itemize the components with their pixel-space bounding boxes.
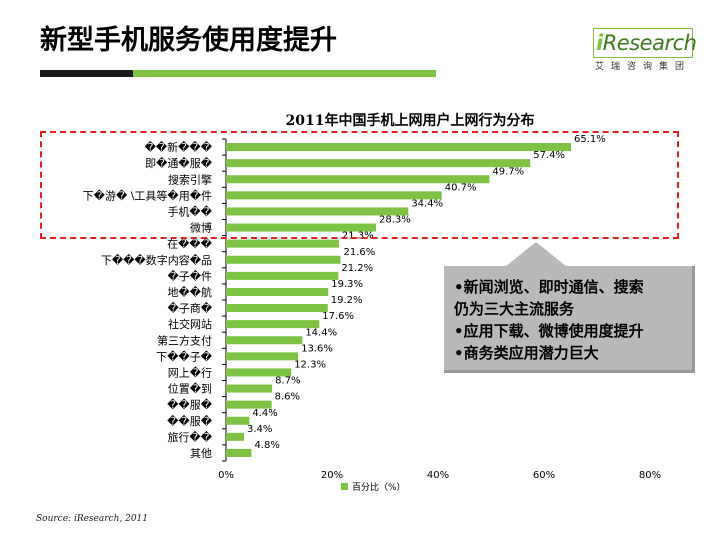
logo-box [593,28,693,58]
data-label: 4.4% [252,408,277,419]
bar [226,239,339,248]
category-label: ��服� [167,415,213,428]
callout-list: •新闻浏览、即时通信、搜索 仍为三大主流服务 •应用下载、微博使用度提升 •商务… [444,266,692,364]
legend-label: 百分比（%） [352,481,406,493]
data-label: 8.6% [275,392,300,403]
bar [226,143,572,152]
data-label: 57.4% [533,150,565,161]
bar [226,432,245,441]
data-label: 21.6% [343,247,375,258]
logo-i-mark: i [596,31,603,55]
bar [226,368,292,377]
data-label: 19.2% [331,295,363,306]
legend-swatch [341,483,348,490]
callout-line-4: •商务类应用潜力巨大 [454,344,599,362]
category-label: 搜索引擎 [168,172,212,186]
data-label: 8.7% [275,376,300,387]
bar [226,287,329,296]
data-label: 21.2% [341,263,373,274]
category-label: 地��航 [167,285,212,299]
bar [226,207,409,216]
iresearch-logo: iResearch 艾瑞咨询集团 [593,28,697,73]
chart-title: 2011年中国手机上网用户上网行为分布 [285,113,535,129]
bar [226,255,341,264]
data-label: 13.6% [301,343,333,354]
category-label: �子商� [167,301,212,315]
logo-wordmark: Research [602,31,697,55]
category-label: 下���数字内容�品 [101,253,212,267]
bar [226,271,339,280]
category-label: �子�件 [167,270,212,283]
callout-box: •新闻浏览、即时通信、搜索 仍为三大主流服务 •应用下载、微博使用度提升 •商务… [444,266,695,373]
category-label: 网上�行 [168,366,212,379]
data-label: 49.7% [492,166,524,177]
category-label: 第三方支付 [157,333,212,347]
title-rule-green [133,70,436,77]
x-tick-label: 80% [639,470,661,481]
data-label: 12.3% [294,359,326,370]
x-tick-label: 0% [218,470,234,481]
top-categories-highlight [40,131,679,239]
title-rule-dark [40,70,133,77]
bar [226,448,252,457]
x-tick-label: 60% [533,470,555,481]
category-label: 在��� [167,238,213,251]
data-label: 40.7% [445,182,477,193]
category-label: 下�游� \工具等�用�件 [83,188,212,202]
bar [226,400,272,409]
x-tick-label: 40% [427,470,449,481]
data-label: 14.4% [305,327,337,338]
bar [226,352,299,361]
page-title: 新型手机服务使用度提升 [40,25,337,56]
category-label: 社交网站 [168,317,212,331]
x-tick-label: 20% [321,470,343,481]
bar [226,304,328,313]
bar [226,159,531,168]
bar [226,191,442,200]
logo-text: iResearch [596,31,697,55]
callout-line-1: •新闻浏览、即时通信、搜索 [454,278,644,296]
bar [226,320,320,329]
bar [226,416,250,425]
bar [226,336,303,345]
category-label: ��服� [167,399,213,412]
callout-line-2: 仍为三大主流服务 [454,300,575,318]
data-label: 34.4% [411,198,443,209]
category-label: 旅行�� [167,430,212,444]
data-label: 19.3% [331,279,363,290]
logo-subtitle: 艾瑞咨询集团 [594,62,691,72]
data-label: 65.1% [574,134,606,145]
category-label: 微博 [190,221,212,235]
data-label: 17.6% [322,311,354,322]
data-label: 21.3% [342,231,374,242]
data-label: 28.3% [379,215,411,226]
category-label: ��新��� [145,140,213,154]
bar [226,223,376,232]
category-label: 即�通�服� [145,157,213,170]
source-note: Source: iResearch, 2011 [36,514,148,524]
callout-line-3: •应用下载、微博使用度提升 [454,322,644,340]
bar [226,384,273,393]
data-label: 3.4% [247,424,272,435]
category-label: 手机�� [167,204,212,218]
bar [226,175,490,184]
data-label: 4.8% [254,440,279,451]
category-label: 其他 [190,447,212,460]
category-label: 下��子� [156,350,213,363]
category-label: 位置�到 [168,382,212,396]
callout-pointer [506,242,566,266]
